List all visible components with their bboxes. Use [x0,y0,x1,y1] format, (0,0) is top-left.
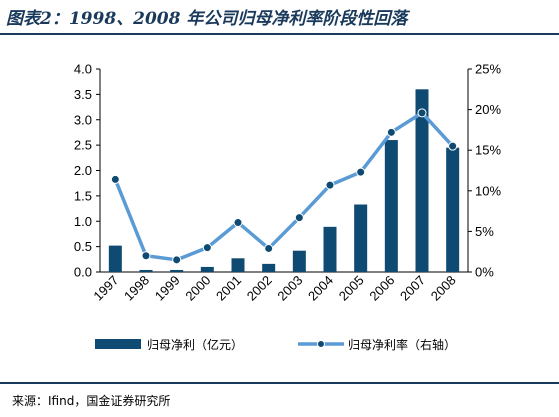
bar [200,266,214,272]
top-rule [0,33,559,35]
x-tick-label: 1999 [152,273,183,304]
legend-line-marker [317,340,325,348]
line-point [264,243,274,253]
y-left-tick-label: 2.5 [74,138,92,153]
chart: 0.0 0.5 1.0 1.5 2.0 2.5 3.0 3.5 4.0 0% 5% 10% 15% 20%… [74,62,502,353]
x-tick-label: 1997 [90,273,121,304]
source-note: 来源：Ifind，国金证券研究所 [12,394,171,408]
x-tick-label: 2000 [182,273,213,304]
y-left-tick-label: 3.0 [74,112,92,127]
x-tick-label: 2001 [213,273,244,304]
bar [262,263,276,272]
bottom-rule [0,382,559,384]
line-point [294,213,304,223]
bar [415,89,429,272]
figure-title: 图表2：1998、2008 年公司归母净利率阶段性回落 [6,9,408,29]
y-right-tick-label: 25% [475,62,501,77]
bar [384,140,398,272]
net-margin-line [113,111,454,262]
line-point [356,167,366,177]
chart-legend: 归母净利（亿元） 归母净利率（右轴） [95,337,456,352]
bar [446,147,460,272]
x-tick-label: 2002 [244,273,275,304]
line-point [417,108,427,118]
y-right-tick-label: 20% [475,102,501,117]
x-tick-label: 2006 [366,273,397,304]
y-right-tick-label: 5% [475,224,494,239]
x-tick-label: 2005 [336,273,367,304]
bar [170,269,184,272]
x-axis-labels: 1997 1998 1999 2000 2001 2002 2003 2004 2005 2006… [90,273,458,304]
bar [354,204,368,272]
y-left-tick-label: 2.0 [74,163,92,178]
line-point [202,243,212,253]
y-right-tick-label: 10% [475,183,501,198]
chart-axes: 0.0 0.5 1.0 1.5 2.0 2.5 3.0 3.5 4.0 0% 5% 10% 15% 20%… [74,62,502,280]
legend-bar-swatch [95,339,141,349]
y-right-tick-label: 0% [475,265,494,280]
line-point [110,174,120,184]
line-series [110,108,458,265]
line-point [448,141,458,151]
line-point [172,255,182,265]
bar [292,250,306,272]
y-left-tick-label: 1.0 [74,214,92,229]
bar [231,258,245,272]
bar [139,269,153,272]
bar-series [108,89,460,272]
line-point [325,180,335,190]
y-left-tick-label: 0.0 [74,265,92,280]
y-left-tick-label: 0.5 [74,239,92,254]
x-tick-label: 2003 [274,273,305,304]
y-left-tick-label: 3.5 [74,87,92,102]
legend-line-label: 归母净利率（右轴） [348,337,456,352]
x-tick-label: 2007 [397,273,428,304]
x-tick-label: 1998 [121,273,152,304]
line-point [386,127,396,137]
y-left-tick-label: 1.5 [74,188,92,203]
bar [323,226,337,272]
bar [108,245,122,272]
y-left-tick-label: 4.0 [74,62,92,77]
legend-bar-label: 归母净利（亿元） [147,337,243,352]
y-right-tick-label: 15% [475,143,501,158]
line-point [233,217,243,227]
x-tick-label: 2008 [428,273,459,304]
x-tick-label: 2004 [305,273,336,304]
line-point [141,251,151,261]
